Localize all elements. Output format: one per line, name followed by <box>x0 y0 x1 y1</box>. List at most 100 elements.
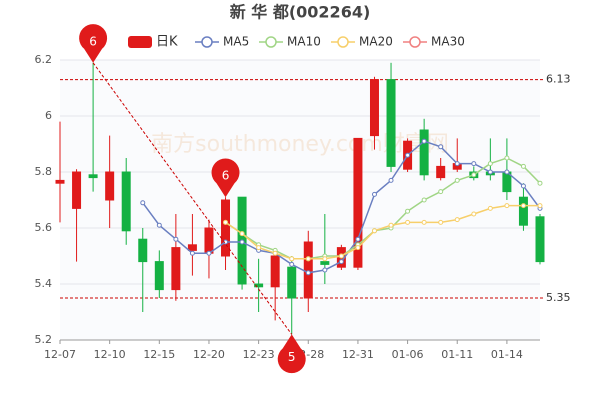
ma-point <box>471 161 477 167</box>
legend-swatch <box>128 36 152 48</box>
legend-dot <box>201 36 213 48</box>
x-tick-label: 12-20 <box>193 348 225 361</box>
x-tick-label: 12-15 <box>143 348 175 361</box>
ma-point <box>338 259 344 265</box>
ma-point <box>438 144 444 150</box>
ma-point <box>421 197 427 203</box>
ma-point <box>305 270 311 276</box>
ma-point <box>454 177 460 183</box>
candle-body <box>535 216 545 263</box>
ma-point <box>520 183 526 189</box>
pin <box>211 158 240 198</box>
ma-point <box>487 161 493 167</box>
ma-point <box>438 219 444 225</box>
candle-body <box>88 174 98 179</box>
plot-bg <box>60 60 540 340</box>
ma-point <box>223 219 229 225</box>
legend-dot <box>265 36 277 48</box>
ma-point <box>454 161 460 167</box>
ma-point <box>421 219 427 225</box>
ma-point <box>520 163 526 169</box>
chart-title: 新 华 都(002264) <box>230 3 371 22</box>
candle-body <box>518 196 528 226</box>
ma-point <box>239 231 245 237</box>
ma-point <box>140 200 146 206</box>
ma-line <box>225 204 540 260</box>
candle-body <box>154 261 164 291</box>
candle-body <box>105 171 115 201</box>
pin <box>277 334 306 374</box>
candle-body <box>72 171 82 209</box>
candle-body <box>353 137 363 268</box>
ma-point <box>388 222 394 228</box>
y-tick-label: 5.8 <box>35 165 53 178</box>
x-tick-label: 12-31 <box>342 348 374 361</box>
ma-point <box>537 180 543 186</box>
pin <box>79 24 108 63</box>
ref-label: 5.35 <box>546 291 571 304</box>
candle-body <box>436 165 446 179</box>
y-tick-label: 6 <box>45 109 52 122</box>
y-tick-label: 5.2 <box>35 333 53 346</box>
y-tick-label: 5.4 <box>35 277 53 290</box>
watermark: 南方southmoney.com财富网 <box>151 132 449 157</box>
candle-body <box>287 266 297 299</box>
ma-point <box>289 256 295 262</box>
x-tick-label: 12-23 <box>243 348 275 361</box>
ma-point <box>471 172 477 178</box>
x-tick-label: 01-11 <box>441 348 473 361</box>
x-tick-label: 01-06 <box>392 348 424 361</box>
ma-point <box>322 267 328 273</box>
pin-label: 6 <box>89 34 97 48</box>
ma-point <box>520 203 526 209</box>
candle-body <box>320 261 330 265</box>
ma-point <box>206 250 212 256</box>
y-tick-label: 6.2 <box>35 53 53 66</box>
ma-point <box>371 228 377 234</box>
ma-point <box>438 189 444 195</box>
x-tick-label: 12-10 <box>94 348 126 361</box>
ma-point <box>272 250 278 256</box>
ma-point <box>487 205 493 211</box>
ma-point <box>421 138 427 144</box>
ma-point <box>223 239 229 245</box>
candle-body <box>386 79 396 167</box>
ma-point <box>371 191 377 197</box>
ma-point <box>405 152 411 158</box>
ma-point <box>355 236 361 242</box>
candle-body <box>121 171 131 232</box>
x-tick-label: 01-14 <box>491 348 523 361</box>
candle-body <box>270 255 280 288</box>
candle-body <box>221 199 231 257</box>
ma-point <box>256 245 262 251</box>
ma-point <box>504 203 510 209</box>
ma-point <box>189 250 195 256</box>
legend-label: MA10 <box>287 35 321 49</box>
ma-point <box>454 217 460 223</box>
ma-point <box>305 256 311 262</box>
ma-point <box>156 222 162 228</box>
ref-label: 6.13 <box>546 73 571 86</box>
candle-body <box>171 247 181 291</box>
legend-label: MA30 <box>431 35 465 49</box>
ma-point <box>504 155 510 161</box>
legend-dot <box>409 36 421 48</box>
candle-body <box>138 238 148 263</box>
legend-label: 日K <box>156 35 178 50</box>
candle-body <box>419 129 429 176</box>
y-tick-label: 5.6 <box>35 221 53 234</box>
ma-point <box>388 177 394 183</box>
ma-point <box>355 245 361 251</box>
ma-point <box>405 208 411 214</box>
candle-body <box>369 79 379 137</box>
ma-point <box>487 169 493 175</box>
legend-dot <box>337 36 349 48</box>
candle-body <box>254 283 264 288</box>
ma-point <box>322 256 328 262</box>
candle-body <box>55 179 65 184</box>
ma-point <box>173 236 179 242</box>
x-tick-label: 12-07 <box>44 348 76 361</box>
ma-point <box>239 239 245 245</box>
candle-body <box>204 227 214 254</box>
